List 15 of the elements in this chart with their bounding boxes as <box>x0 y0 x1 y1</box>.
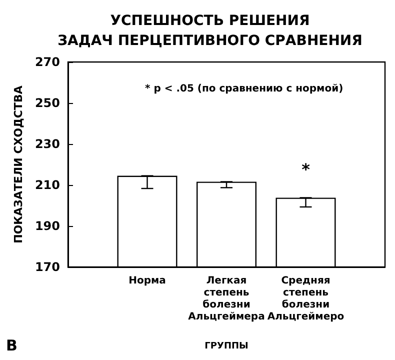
chart-title: УСПЕШНОСТЬ РЕШЕНИЯ ЗАДАЧ ПЕРЦЕПТИВНОГО СРАВНЕНИЯ <box>58 13 362 49</box>
y-tick-label: 270 <box>34 55 60 69</box>
y-tick-label: 170 <box>34 260 60 274</box>
x-axis-title: ГРУППЫ <box>204 342 248 352</box>
y-tick-label: 190 <box>34 219 60 233</box>
x-tick-label: Средняя степень болезни Альцгеймеро <box>267 276 344 322</box>
y-tick-label: 250 <box>34 96 60 110</box>
annotation: * p < .05 (по сравнению с нормой) <box>145 84 344 94</box>
annotation: * <box>302 160 311 180</box>
text: B <box>6 336 18 354</box>
y-tick-label: 230 <box>34 137 60 151</box>
x-tick-label: Легкая степень болезни Альцгеймера <box>188 276 265 322</box>
x-tick-label: Норма <box>128 276 166 286</box>
y-axis-title: ПОКАЗАТЕЛИ СХОДСТВА <box>12 85 25 244</box>
y-tick-label: 210 <box>34 178 60 192</box>
